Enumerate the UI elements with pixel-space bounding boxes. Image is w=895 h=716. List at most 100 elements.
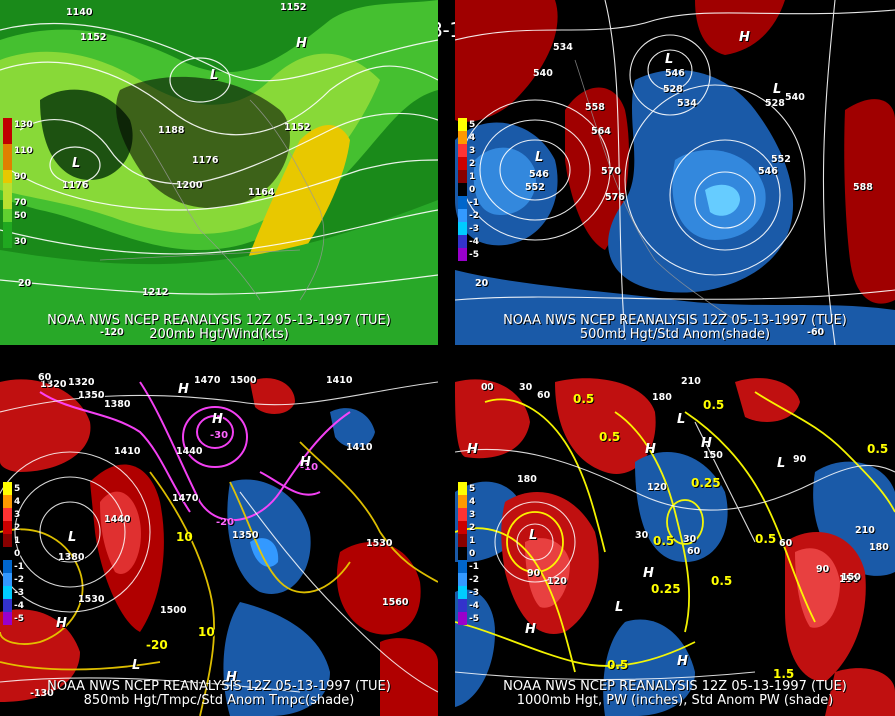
contour-label: 1164: [248, 187, 275, 198]
legend-swatch: [458, 586, 467, 599]
legend-swatch: [3, 521, 12, 534]
contour-label: 20: [18, 278, 32, 289]
legend-swatch: [458, 157, 467, 170]
contour-label: 528: [765, 98, 785, 109]
legend-swatch: [3, 495, 12, 508]
legend-label: 2: [14, 522, 21, 533]
legend-swatch: [458, 599, 467, 612]
legend-swatch: [3, 157, 12, 170]
legend-swatch: [3, 560, 12, 573]
1000mb-legend: 5 4 3 2 1 0 -1 -2 -3 -4 -5: [458, 482, 494, 625]
200mb-caption-line1: NOAA NWS NCEP REANALYSIS 12Z 05-13-1997 …: [47, 313, 391, 328]
contour-label: 1152: [80, 32, 107, 43]
legend-swatch: [458, 235, 467, 248]
contour-label: 1350: [232, 530, 259, 541]
temperature-label: 10: [198, 625, 215, 639]
contour-label: 1212: [142, 287, 169, 298]
low-pressure-marker: L: [777, 456, 786, 471]
contour-label: 60: [779, 538, 793, 549]
low-pressure-marker: L: [535, 150, 544, 165]
legend-label: -4: [469, 236, 479, 247]
contour-label: 1320: [40, 379, 67, 390]
low-pressure-marker: L: [210, 68, 219, 83]
1000mb-caption-line2: 1000mb Hgt, PW (inches), Std Anom PW (sh…: [516, 693, 834, 708]
contour-label: 30: [519, 382, 533, 393]
low-pressure-marker: L: [665, 52, 674, 67]
panel-200mb: 130 110 90 70 50 30 1140 1152 1152 1188 …: [0, 0, 438, 345]
contour-label: 1470: [194, 375, 221, 386]
legend-label: -2: [14, 574, 24, 585]
contour-label: 1380: [58, 552, 85, 563]
legend-swatch: [458, 547, 467, 560]
legend-swatch: [458, 170, 467, 183]
legend-swatch: [3, 235, 12, 248]
contour-label: 546: [529, 169, 549, 180]
contour-label: 1560: [382, 597, 409, 608]
legend-label: 4: [469, 132, 476, 143]
contour-label: 558: [585, 102, 605, 113]
contour-label: 576: [605, 192, 625, 203]
pw-label: 0.5: [599, 430, 621, 444]
high-pressure-marker: H: [212, 412, 223, 427]
1000mb-caption-line1: NOAA NWS NCEP REANALYSIS 12Z 05-13-1997 …: [503, 679, 847, 694]
legend-label: -1: [14, 561, 24, 572]
legend-swatch: [3, 612, 12, 625]
legend-label: -3: [469, 223, 479, 234]
legend-label: 0: [14, 548, 21, 559]
legend-swatch: [458, 560, 467, 573]
legend-label: -4: [14, 600, 24, 611]
contour-label: 1176: [192, 155, 219, 166]
low-pressure-marker: L: [773, 82, 782, 97]
temperature-label: -10: [300, 462, 319, 473]
contour-label: 20: [475, 278, 489, 289]
low-pressure-marker: L: [132, 658, 141, 673]
850mb-caption-line1: NOAA NWS NCEP REANALYSIS 12Z 05-13-1997 …: [47, 679, 391, 694]
legend-swatch: [458, 508, 467, 521]
contour-label: 1176: [62, 180, 89, 191]
850mb-legend: 5 4 3 2 1 0 -1 -2 -3 -4 -5: [3, 482, 39, 625]
contour-label: 570: [601, 166, 621, 177]
contour-label: 1380: [104, 399, 131, 410]
contour-label: 552: [771, 154, 791, 165]
500mb-caption-line1: NOAA NWS NCEP REANALYSIS 12Z 05-13-1997 …: [503, 313, 847, 328]
legend-label: -3: [14, 587, 24, 598]
legend-label: 110: [14, 145, 33, 156]
contour-label: 1530: [78, 594, 105, 605]
pw-label: 0.5: [703, 398, 725, 412]
850mb-caption-line2: 850mb Hgt/Tmpc/Std Anom Tmpc(shade): [83, 693, 355, 708]
legend-swatch: [458, 183, 467, 196]
legend-label: 5: [469, 483, 476, 494]
high-pressure-marker: H: [643, 566, 654, 581]
contour-label: 180: [517, 474, 537, 485]
legend-swatch: [458, 248, 467, 261]
legend-swatch: [3, 482, 12, 495]
temperature-label: -30: [210, 430, 229, 441]
legend-label: 1: [469, 535, 476, 546]
contour-label: 1140: [66, 7, 93, 18]
legend-label: -2: [469, 210, 479, 221]
pw-label: 0.5: [607, 658, 629, 672]
contour-label: 1350: [78, 390, 105, 401]
legend-swatch: [458, 222, 467, 235]
legend-label: 30: [14, 236, 27, 247]
low-pressure-marker: L: [677, 412, 686, 427]
contour-label: -120: [100, 327, 124, 338]
legend-label: 1: [14, 535, 21, 546]
low-pressure-marker: L: [615, 600, 624, 615]
200mb-caption-line2: 200mb Hgt/Wind(kts): [149, 327, 289, 342]
contour-label: 1320: [68, 377, 95, 388]
legend-swatch: [458, 534, 467, 547]
contour-label: -130: [30, 688, 54, 699]
legend-swatch: [3, 170, 12, 183]
contour-label: 540: [533, 68, 553, 79]
pw-label: 0.5: [867, 442, 889, 456]
contour-label: 1152: [280, 2, 307, 13]
high-pressure-marker: H: [739, 30, 750, 45]
legend-label: -4: [469, 600, 479, 611]
contour-label: 1440: [104, 514, 131, 525]
high-pressure-marker: H: [467, 442, 478, 457]
high-pressure-marker: H: [56, 616, 67, 631]
contour-label: 60: [38, 372, 52, 383]
low-pressure-marker: L: [72, 156, 81, 171]
legend-label: 2: [469, 522, 476, 533]
